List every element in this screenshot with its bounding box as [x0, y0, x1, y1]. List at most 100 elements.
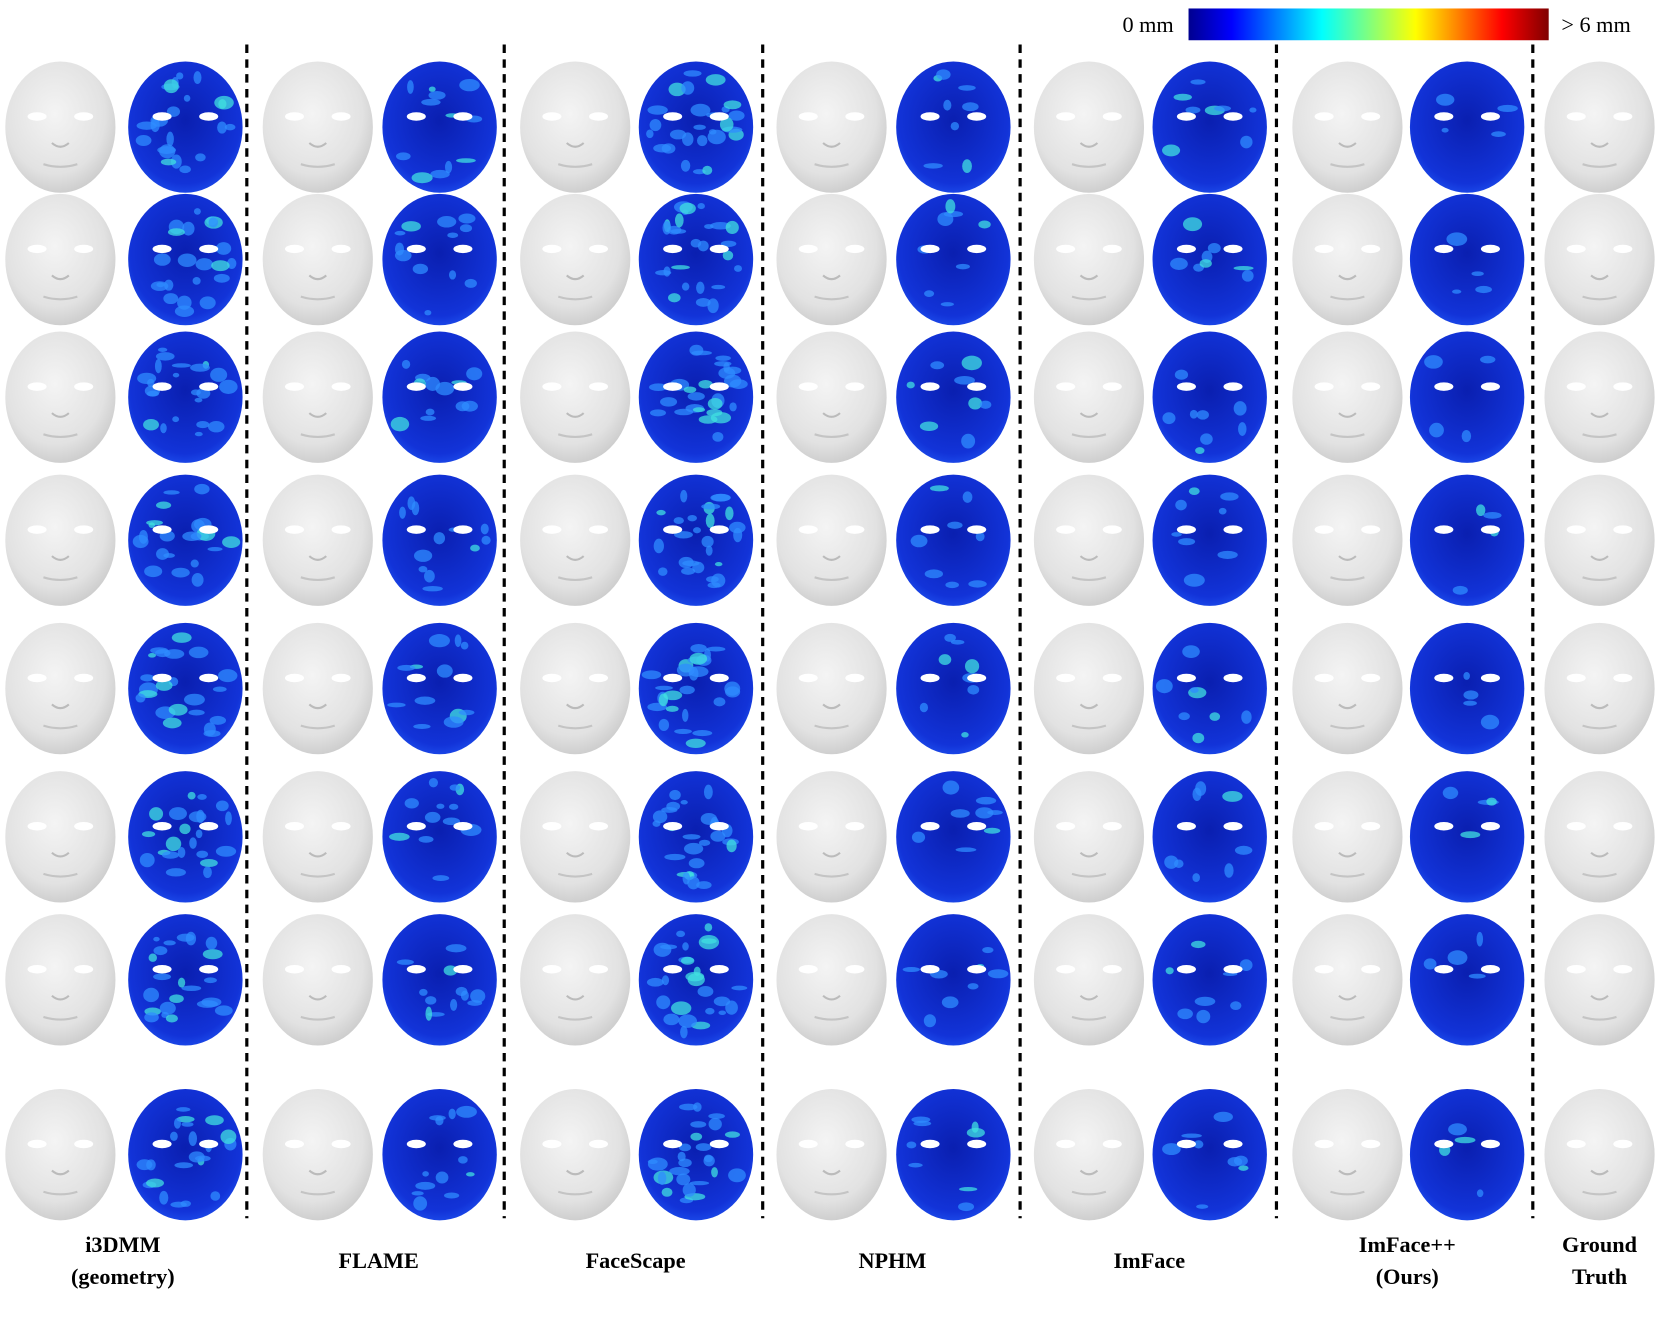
- eye: [709, 965, 729, 974]
- eye: [1223, 112, 1243, 121]
- mouth: [300, 433, 336, 439]
- error-spot: [665, 705, 679, 712]
- error-spot: [702, 165, 713, 175]
- mouth: [43, 724, 78, 730]
- error-spot: [155, 352, 175, 361]
- face-shape: [5, 331, 116, 463]
- error-spot: [169, 994, 184, 1004]
- error-spot: [1230, 1001, 1242, 1011]
- eye: [663, 525, 683, 534]
- error-spot: [456, 158, 476, 163]
- error-spot: [718, 1010, 727, 1015]
- face-render: [776, 771, 887, 903]
- error-spot: [412, 263, 429, 275]
- error-spot: [678, 1103, 698, 1111]
- error-spot: [443, 965, 458, 976]
- error-spot: [1471, 271, 1484, 277]
- error-spot: [703, 784, 713, 800]
- column-label: FaceScape: [586, 1248, 686, 1273]
- face-shape: [1409, 914, 1525, 1046]
- error-spot: [460, 641, 469, 650]
- error-map: [896, 474, 1011, 606]
- eye: [1480, 525, 1500, 534]
- error-spot: [658, 718, 670, 732]
- error-spot: [676, 663, 695, 677]
- eye: [663, 244, 683, 254]
- error-spot: [157, 347, 168, 352]
- error-spot: [647, 1159, 658, 1165]
- eye: [588, 673, 609, 683]
- error-spot: [171, 567, 190, 578]
- eye: [588, 822, 609, 831]
- error-spot: [394, 249, 412, 262]
- error-spot: [703, 1155, 715, 1167]
- face-render: [262, 474, 373, 606]
- nose: [1338, 412, 1357, 418]
- error-spot: [1196, 1009, 1211, 1024]
- eye: [1102, 112, 1122, 121]
- error-spot: [961, 433, 976, 449]
- eye: [199, 822, 219, 831]
- mouth: [1582, 576, 1617, 582]
- error-spot: [696, 281, 705, 294]
- error-spot: [1238, 422, 1247, 436]
- eye: [27, 382, 47, 391]
- mouth: [300, 1190, 336, 1196]
- eye: [453, 673, 473, 683]
- error-spot: [433, 532, 446, 545]
- eye: [1314, 525, 1334, 534]
- error-spot: [194, 1155, 211, 1162]
- eye: [1613, 822, 1633, 831]
- eye: [967, 1139, 987, 1149]
- error-spot: [443, 1192, 460, 1199]
- error-spot: [906, 1141, 917, 1149]
- error-spot: [945, 581, 959, 589]
- error-spot: [458, 709, 475, 716]
- eye: [406, 822, 426, 831]
- face-shape: [776, 622, 887, 755]
- error-spot: [205, 936, 218, 950]
- eye: [1176, 112, 1196, 121]
- eye: [1566, 673, 1586, 683]
- error-spot: [1191, 940, 1206, 949]
- eye: [199, 1139, 219, 1149]
- error-spot: [653, 538, 664, 554]
- error-spot: [942, 780, 960, 795]
- error-spot: [1182, 645, 1200, 658]
- mouth: [300, 724, 336, 730]
- column-label: Ground: [1562, 1232, 1638, 1257]
- eye: [1434, 112, 1454, 121]
- eye: [588, 1139, 609, 1149]
- eye: [920, 112, 940, 121]
- mouth: [1330, 433, 1365, 439]
- eye: [284, 525, 305, 534]
- face-shape: [1033, 193, 1145, 326]
- error-spot: [411, 172, 433, 184]
- error-spot: [662, 221, 672, 235]
- eye: [1056, 822, 1076, 831]
- mouth: [43, 872, 78, 878]
- error-spot: [680, 956, 695, 965]
- eye: [1480, 673, 1500, 683]
- error-spot: [954, 375, 975, 385]
- mouth: [1582, 1015, 1617, 1021]
- face-shape: [1544, 1088, 1655, 1221]
- mouth: [557, 576, 593, 582]
- mouth: [557, 1015, 593, 1021]
- eye: [1434, 525, 1454, 534]
- eye: [967, 525, 987, 534]
- error-spot: [425, 996, 437, 1005]
- error-spot: [143, 987, 160, 1003]
- eye: [331, 244, 351, 254]
- nose: [1590, 1169, 1609, 1176]
- error-spot: [690, 238, 702, 248]
- eye: [1480, 382, 1500, 391]
- eye: [1566, 822, 1586, 831]
- eye: [709, 112, 729, 121]
- eye: [406, 382, 426, 391]
- mouth: [814, 1015, 849, 1021]
- error-spot: [214, 1005, 233, 1016]
- error-map: [896, 771, 1011, 903]
- mouth: [1071, 163, 1107, 168]
- face-render: [5, 771, 116, 903]
